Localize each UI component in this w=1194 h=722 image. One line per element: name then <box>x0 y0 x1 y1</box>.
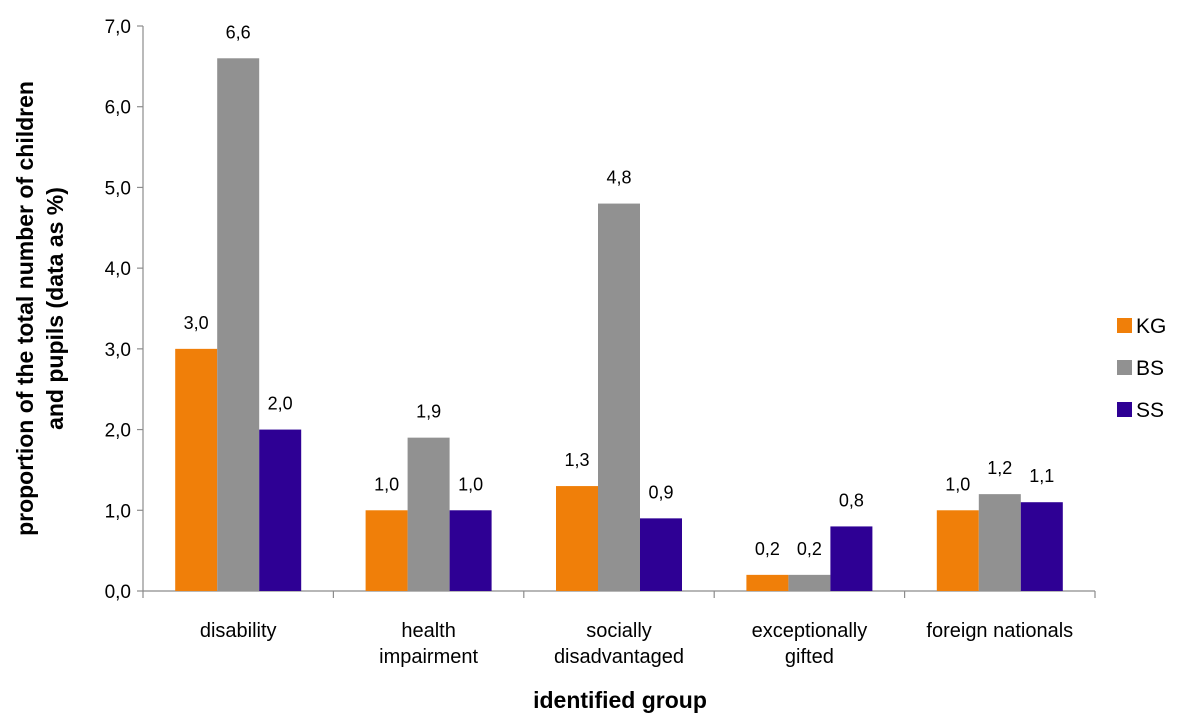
bar-bs <box>978 494 1021 591</box>
data-label: 4,8 <box>606 168 631 188</box>
data-label: 1,0 <box>374 474 399 494</box>
legend-swatch-ss <box>1117 402 1132 417</box>
y-axis: 0,0 1,0 2,0 3,0 4,0 5,0 6,0 7,0 <box>105 17 144 603</box>
x-category-label: socially disadvantaged <box>554 620 684 668</box>
bar-ss <box>640 518 682 591</box>
data-label: 1,3 <box>564 450 589 470</box>
x-category-label-line: socially <box>586 620 652 642</box>
x-category-label-line: disability <box>200 620 277 642</box>
legend-swatch-kg <box>1117 318 1132 333</box>
y-tick-label: 3,0 <box>105 340 131 361</box>
bar-bs <box>598 203 640 592</box>
x-category-label-line: foreign nationals <box>926 620 1073 642</box>
bar-ss <box>830 526 873 591</box>
y-tick-label: 0,0 <box>105 582 131 603</box>
x-axis: disability health impairment socially disadv… <box>142 590 1096 668</box>
y-tick-label: 1,0 <box>105 501 131 522</box>
data-label: 1,2 <box>987 458 1012 478</box>
bar-bs <box>788 574 831 591</box>
x-category-label-line: exceptionally <box>752 620 868 642</box>
bars <box>175 58 1063 592</box>
x-axis-title: identified group <box>533 687 707 713</box>
legend-swatch-bs <box>1117 360 1132 375</box>
x-category-label-line: disadvantaged <box>554 646 684 668</box>
data-label: 1,1 <box>1029 466 1054 486</box>
legend-label: SS <box>1136 399 1164 422</box>
y-tick-label: 2,0 <box>105 421 131 442</box>
x-category-label: disability <box>200 620 277 642</box>
bar-bs <box>217 58 260 592</box>
data-label: 0,2 <box>755 539 780 559</box>
bar-ss <box>1020 502 1063 591</box>
bar-kg <box>556 486 598 591</box>
y-axis-title-line: and pupils (data as %) <box>42 187 68 430</box>
data-label: 6,6 <box>226 22 251 42</box>
bar-kg <box>175 348 218 591</box>
data-label: 0,9 <box>648 482 673 502</box>
y-axis-title-line: proportion of the total number of childr… <box>12 81 38 536</box>
data-label: 2,0 <box>268 394 293 414</box>
x-category-label-line: health <box>401 620 456 642</box>
data-label: 0,2 <box>797 539 822 559</box>
y-tick-label: 7,0 <box>105 17 131 38</box>
x-category-label: health impairment <box>379 620 478 668</box>
data-label: 1,0 <box>945 474 970 494</box>
bar-bs <box>407 437 450 591</box>
bar-kg <box>365 510 408 591</box>
data-label: 1,0 <box>458 474 483 494</box>
bar-ss <box>259 429 302 591</box>
x-category-label: foreign nationals <box>926 620 1073 642</box>
data-label: 3,0 <box>184 313 209 333</box>
bar-kg <box>746 574 789 591</box>
y-axis-title: proportion of the total number of childr… <box>12 81 68 536</box>
y-axis-title-text: proportion of the total number of childr… <box>12 81 68 536</box>
x-category-label: exceptionally gifted <box>752 620 868 668</box>
legend-label: BS <box>1136 357 1164 380</box>
x-category-label-line: impairment <box>379 646 478 668</box>
data-labels: 3,0 6,6 2,0 1,0 1,9 1,0 1,3 4,8 0,9 0,2 0,2 0,8 1,0 1… <box>184 22 1055 559</box>
legend-label: KG <box>1136 315 1166 338</box>
data-label: 1,9 <box>416 402 441 422</box>
legend: KG BS SS <box>1117 315 1166 422</box>
y-tick-label: 5,0 <box>105 178 131 199</box>
x-category-label-line: gifted <box>785 646 834 668</box>
y-tick-label: 4,0 <box>105 259 131 280</box>
data-label: 0,8 <box>839 490 864 510</box>
bar-kg <box>936 510 979 591</box>
bar-ss <box>449 510 492 591</box>
y-tick-label: 6,0 <box>105 98 131 119</box>
